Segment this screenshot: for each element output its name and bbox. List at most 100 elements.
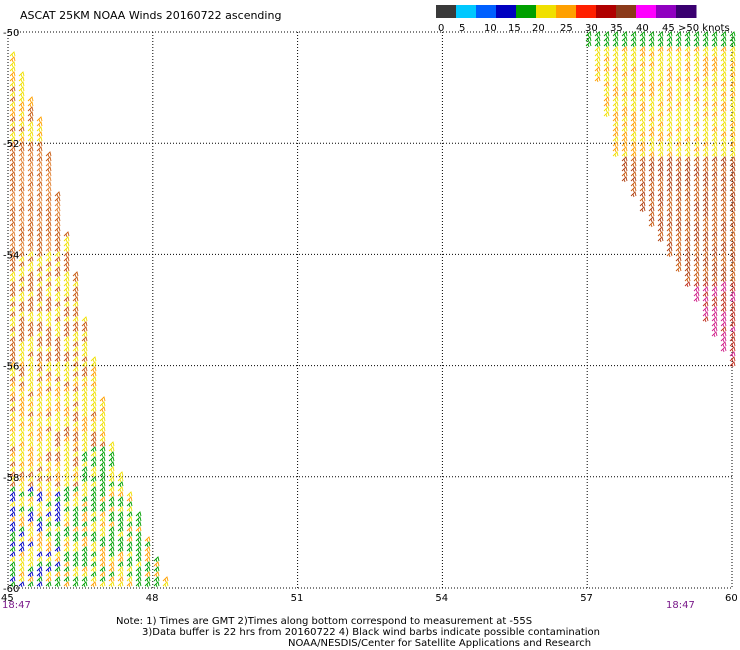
- legend-swatch: [456, 5, 477, 18]
- wind-barb: [594, 51, 601, 58]
- wind-barb: [729, 151, 736, 158]
- wind-barb: [36, 391, 43, 398]
- wind-barb: [675, 126, 682, 133]
- wind-barb: [63, 541, 70, 548]
- wind-barb: [675, 251, 682, 258]
- wind-barb: [729, 126, 736, 133]
- wind-barb: [729, 296, 736, 303]
- wind-barb: [27, 556, 34, 563]
- wind-barb: [711, 106, 718, 113]
- wind-barb: [63, 276, 70, 283]
- wind-barb: [9, 461, 16, 468]
- wind-barb: [54, 381, 61, 388]
- wind-barb: [45, 386, 52, 393]
- wind-barb: [36, 216, 43, 223]
- wind-barb: [702, 61, 709, 68]
- wind-barb: [45, 446, 52, 453]
- wind-barb: [693, 136, 700, 143]
- wind-barb: [711, 186, 718, 193]
- wind-barb: [621, 31, 628, 38]
- wind-barb: [9, 406, 16, 413]
- wind-barb: [702, 306, 709, 313]
- wind-barb: [720, 246, 727, 253]
- wind-barb: [9, 361, 16, 368]
- wind-barb: [657, 191, 664, 198]
- wind-barb: [711, 121, 718, 128]
- wind-barb: [684, 176, 691, 183]
- wind-barb: [18, 461, 25, 468]
- wind-barb: [675, 211, 682, 218]
- wind-barb: [711, 306, 718, 313]
- wind-barb: [666, 251, 673, 258]
- wind-barb: [711, 231, 718, 238]
- wind-barb: [702, 216, 709, 223]
- longitude-labels: 45 48 51 54 57 60: [1, 593, 738, 604]
- wind-barb: [720, 106, 727, 113]
- wind-barb: [621, 171, 628, 178]
- wind-barb: [729, 221, 736, 228]
- wind-barb: [702, 166, 709, 173]
- wind-barb: [18, 291, 25, 298]
- wind-barb: [693, 101, 700, 108]
- wind-barb: [63, 451, 70, 458]
- wind-barb: [621, 156, 628, 163]
- wind-barb: [81, 366, 88, 373]
- wind-barb: [27, 406, 34, 413]
- wind-barb: [666, 101, 673, 108]
- wind-barb: [72, 361, 79, 368]
- wind-barb: [675, 36, 682, 43]
- wind-barb: [18, 376, 25, 383]
- wind-barb: [702, 311, 709, 318]
- wind-barb: [720, 276, 727, 283]
- wind-barb: [45, 311, 52, 318]
- wind-barb: [720, 346, 727, 353]
- wind-barb: [45, 366, 52, 373]
- wind-barb: [657, 106, 664, 113]
- wind-barb: [612, 36, 619, 43]
- wind-barb: [54, 416, 61, 423]
- wind-barb: [54, 246, 61, 253]
- wind-barb: [9, 241, 16, 248]
- wind-barb: [720, 221, 727, 228]
- wind-barb: [54, 301, 61, 308]
- wind-barb: [720, 191, 727, 198]
- wind-barb: [45, 516, 52, 523]
- legend-tick-label: 20: [532, 23, 545, 34]
- wind-barb: [9, 221, 16, 228]
- wind-barb: [63, 246, 70, 253]
- wind-barb: [639, 116, 646, 123]
- wind-barb: [9, 481, 16, 488]
- wind-barb: [45, 531, 52, 538]
- wind-barb: [603, 36, 610, 43]
- wind-barb: [99, 406, 106, 413]
- wind-barb: [81, 501, 88, 508]
- legend-tick-label: 0: [438, 23, 444, 34]
- wind-barb: [81, 476, 88, 483]
- wind-barb: [684, 151, 691, 158]
- wind-barb: [90, 371, 97, 378]
- wind-barb: [27, 371, 34, 378]
- wind-barb: [603, 76, 610, 83]
- wind-barb: [27, 251, 34, 258]
- wind-barb: [27, 471, 34, 478]
- wind-barb: [720, 181, 727, 188]
- wind-barb: [36, 421, 43, 428]
- wind-barb: [144, 546, 151, 553]
- wind-barb: [54, 256, 61, 263]
- wind-barb: [720, 321, 727, 328]
- wind-barb: [9, 236, 16, 243]
- wind-barb: [693, 41, 700, 48]
- wind-barb: [648, 81, 655, 88]
- wind-barb: [36, 161, 43, 168]
- wind-barb: [639, 101, 646, 108]
- wind-barb: [729, 36, 736, 43]
- wind-barb: [702, 126, 709, 133]
- wind-barb: [81, 566, 88, 573]
- wind-barb: [702, 196, 709, 203]
- wind-barb: [9, 216, 16, 223]
- wind-barb: [117, 516, 124, 523]
- wind-barb: [684, 241, 691, 248]
- wind-barb: [63, 496, 70, 503]
- wind-barb: [54, 336, 61, 343]
- wind-barb: [63, 386, 70, 393]
